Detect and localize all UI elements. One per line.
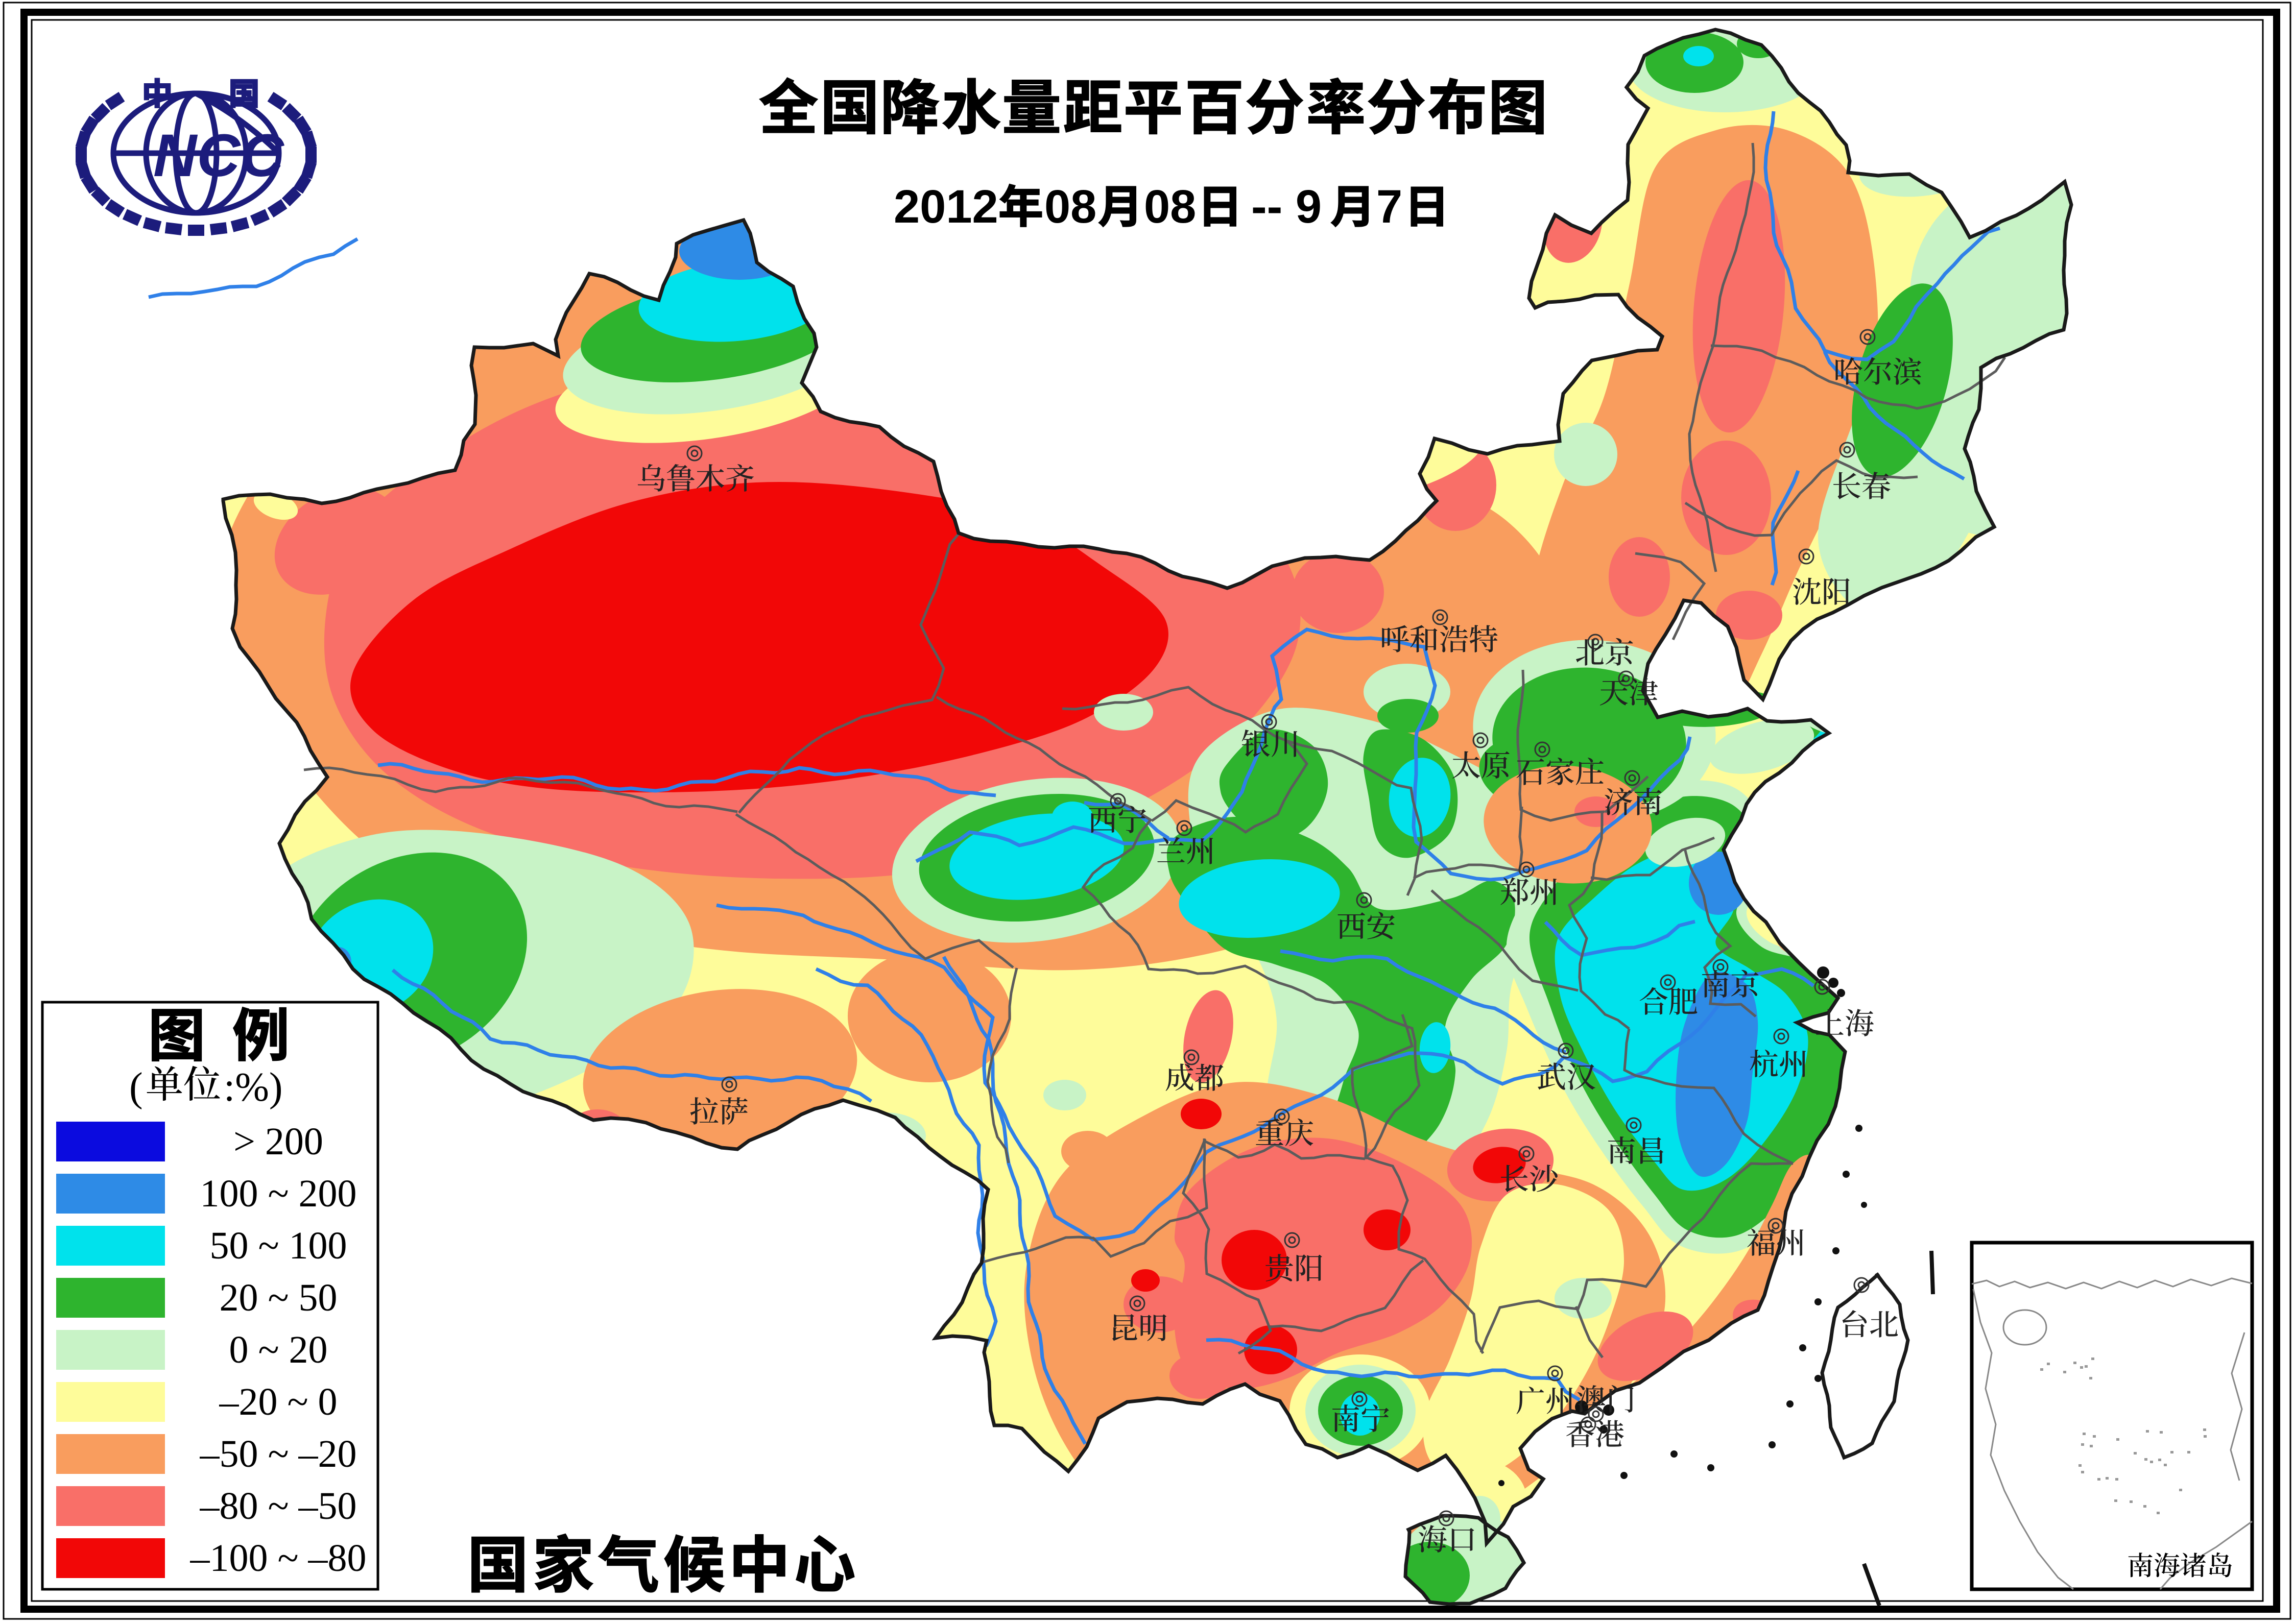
svg-text:> 200: > 200	[233, 1120, 323, 1163]
svg-text:NCC: NCC	[153, 122, 284, 189]
svg-text:50 ~ 100: 50 ~ 100	[209, 1224, 347, 1267]
svg-text:–50 ~ –20: –50 ~ –20	[199, 1433, 356, 1475]
svg-text:100 ~ 200: 100 ~ 200	[200, 1172, 356, 1215]
svg-text:-- 9: -- 9	[1251, 181, 1322, 233]
svg-text:–20 ~ 0: –20 ~ 0	[219, 1380, 337, 1423]
svg-text:08: 08	[1144, 181, 1196, 233]
svg-text::%): :%)	[224, 1065, 283, 1110]
svg-text:7: 7	[1376, 181, 1402, 233]
svg-text:2012: 2012	[894, 181, 998, 233]
svg-text:–80 ~ –50: –80 ~ –50	[199, 1485, 356, 1528]
svg-text:(: (	[129, 1065, 143, 1110]
svg-text:20 ~ 50: 20 ~ 50	[219, 1276, 337, 1319]
svg-text:0 ~ 20: 0 ~ 20	[229, 1328, 327, 1371]
svg-text:08: 08	[1044, 181, 1096, 233]
svg-text:–100 ~ –80: –100 ~ –80	[189, 1537, 366, 1580]
